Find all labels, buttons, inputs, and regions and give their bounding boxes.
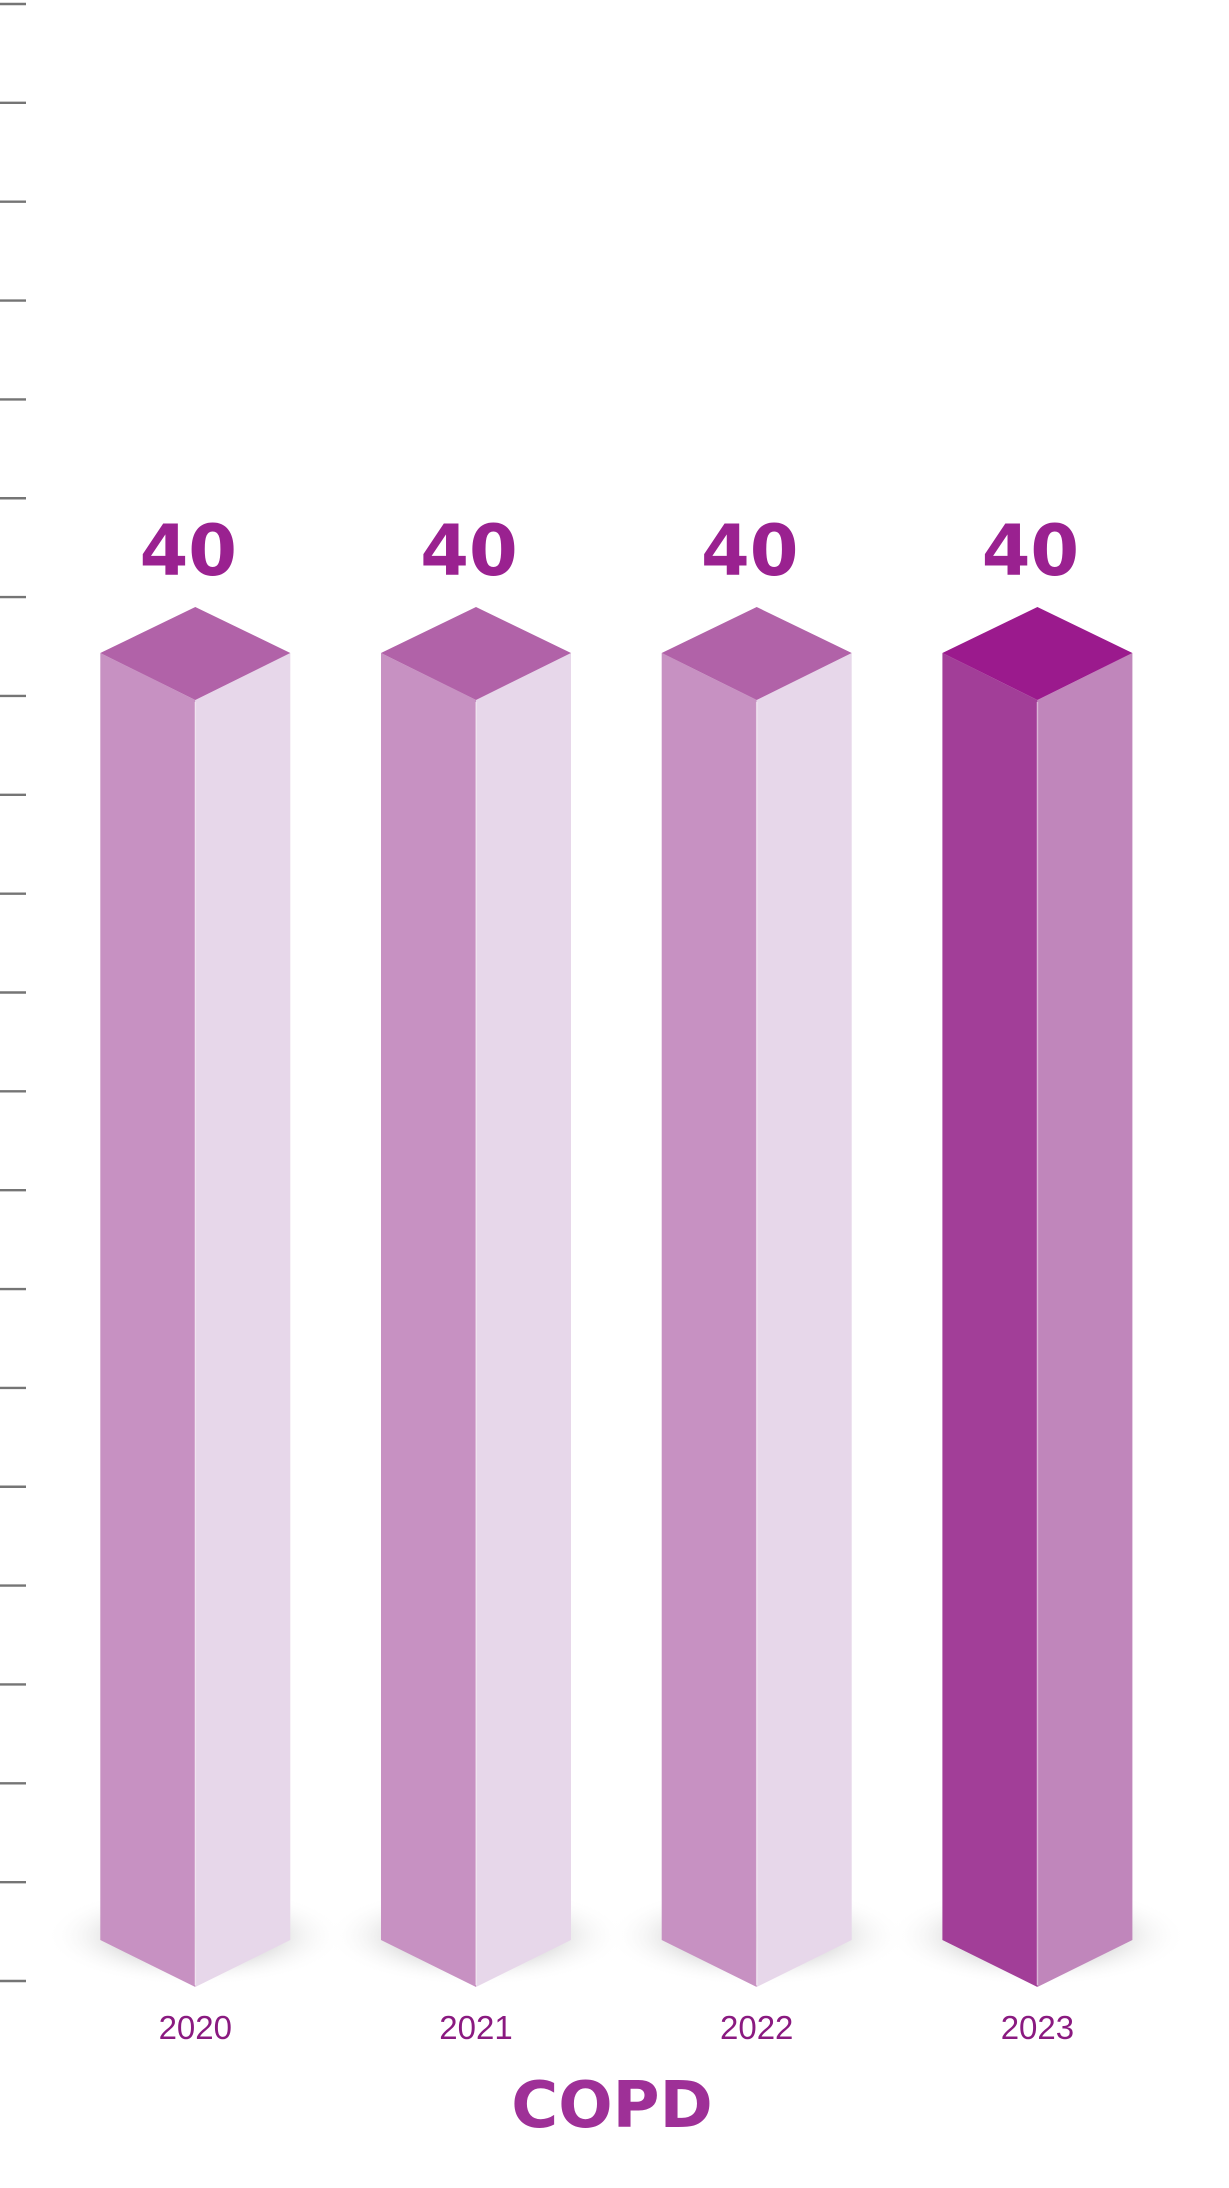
bar-top-face [100,607,291,700]
bar-value-label: 40 [140,510,237,592]
bar-right-face [195,653,291,1987]
bar-group-2020: 40 2020 [45,510,346,2046]
bar-top-face [942,607,1133,700]
bar-top-face [381,607,571,700]
bar-group-2023: 40 2023 [887,510,1188,2046]
bars-layer: 40 2020 40 2021 40 2022 40 2023 [45,510,1188,2046]
bar-group-2021: 40 2021 [326,510,626,2046]
bar-left-face [942,653,1038,1987]
bar-group-2022: 40 2022 [606,510,907,2046]
chart-title: COPD [511,2069,713,2143]
bar-category-label: 2020 [159,2009,232,2046]
bar-value-label: 40 [982,510,1079,592]
bar-value-label: 40 [701,510,798,592]
bar-left-face [381,653,476,1987]
bar-right-face [756,653,852,1987]
bar-left-face [661,653,757,1987]
bar-category-label: 2022 [720,2009,793,2046]
bar-right-face [1037,653,1133,1987]
bar-right-face [476,653,571,1987]
bar-category-label: 2023 [1001,2009,1074,2046]
bar-value-label: 40 [420,510,517,592]
bar-top-face [661,607,852,700]
bar-category-label: 2021 [439,2009,512,2046]
bar-left-face [100,653,196,1987]
y-axis-ticks [0,2,26,1983]
